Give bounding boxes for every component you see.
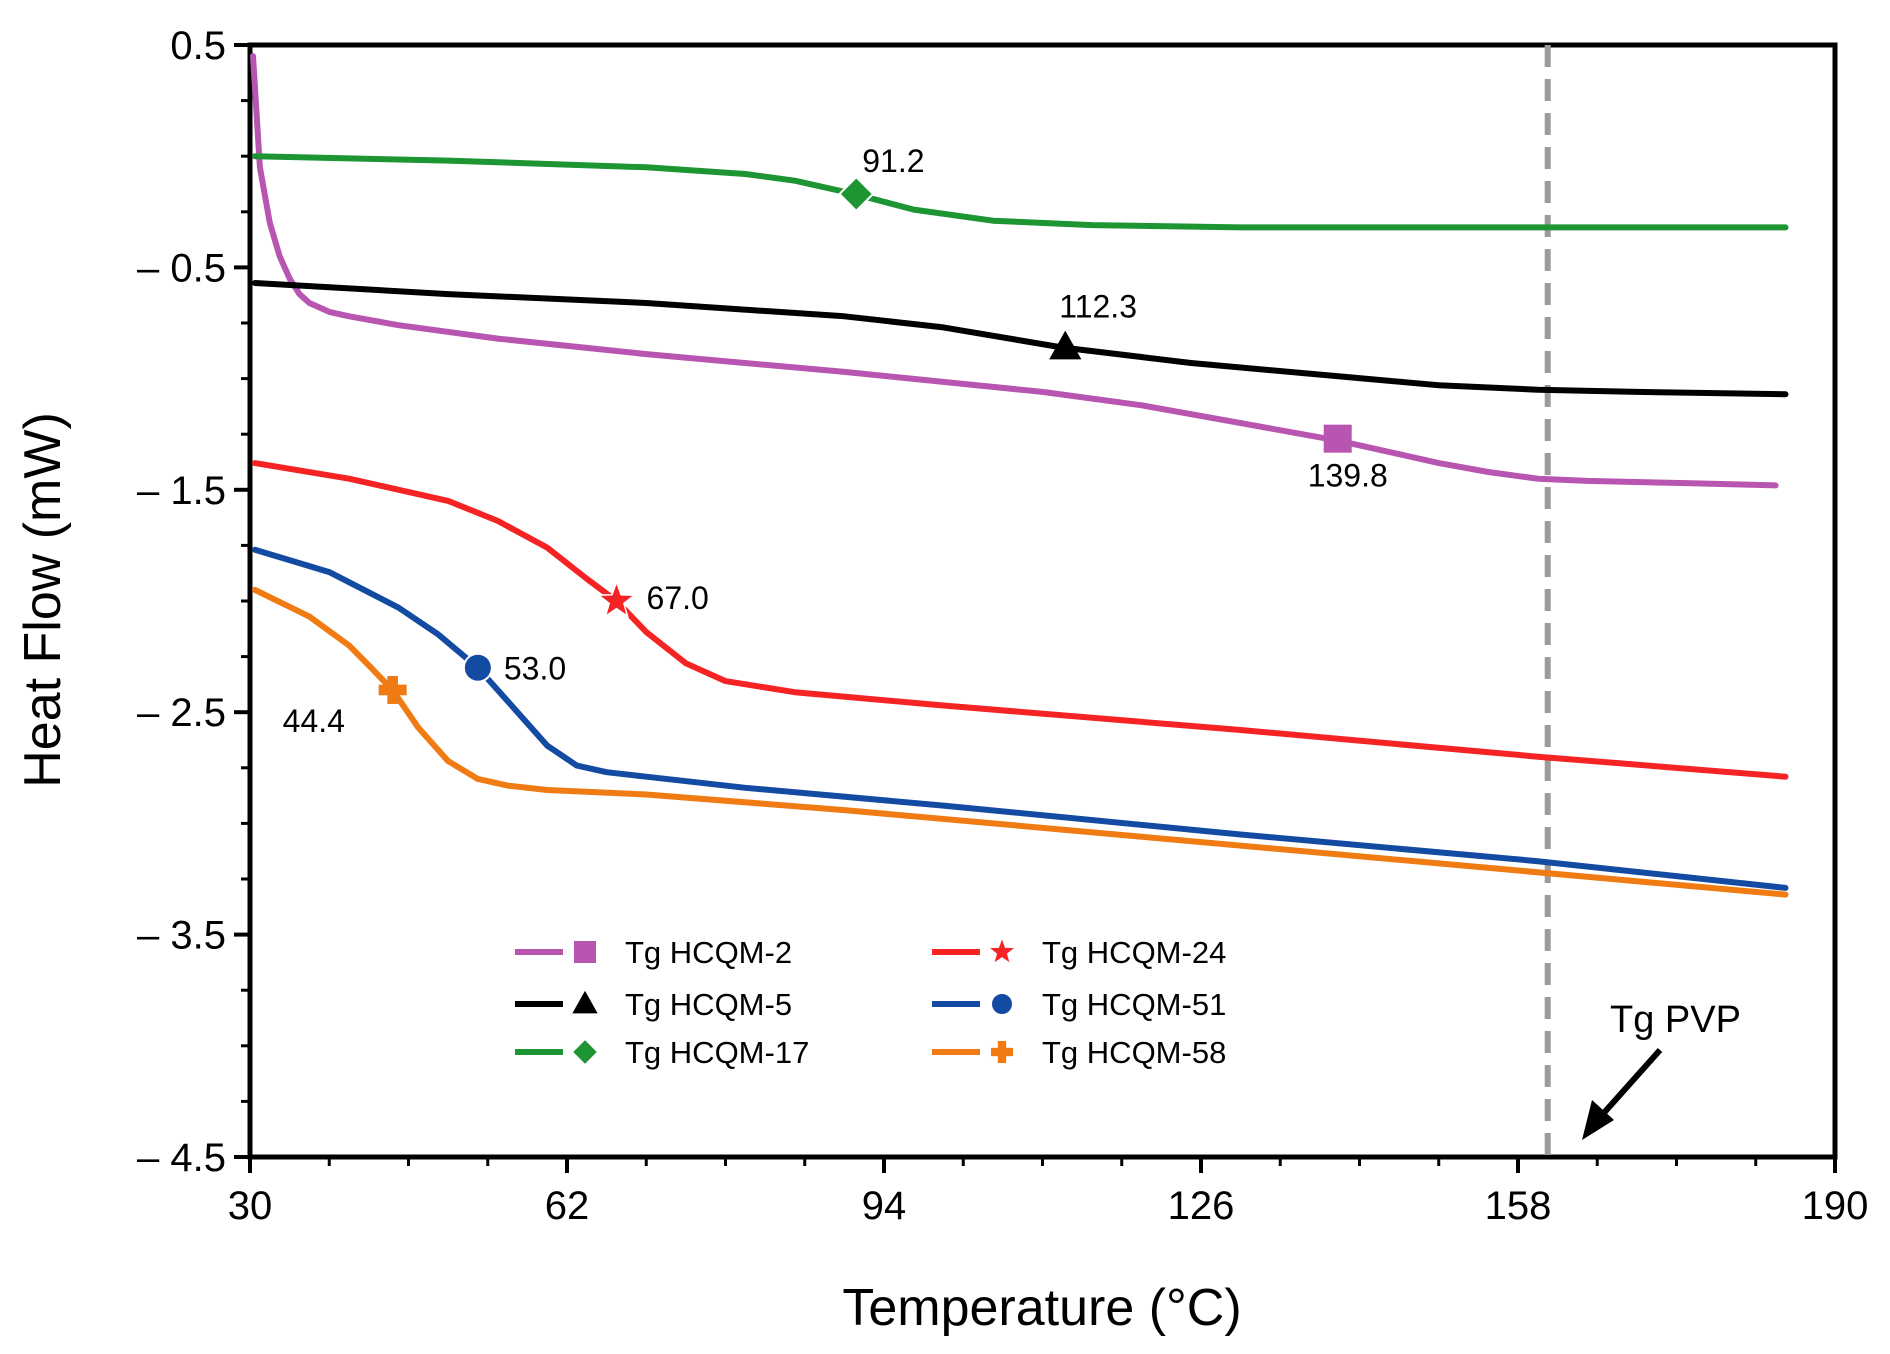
legend-label: Tg HCQM-5 <box>625 987 792 1022</box>
x-tick-label: 62 <box>545 1184 590 1228</box>
y-tick-labels: 0.5 – 0.5 – 1.5 – 2.5 – 3.5 – 4.5 <box>137 24 226 1180</box>
x-tick-label: 94 <box>862 1184 907 1228</box>
series-line-tg-hcqm-58 <box>252 586 1789 898</box>
tg-marker-tg-hcqm-5 <box>1049 330 1082 360</box>
series-line-tg-hcqm-24 <box>252 460 1789 780</box>
tg-label-tg-hcqm-24: 67.0 <box>647 580 709 616</box>
tg-marker-tg-hcqm-24 <box>596 579 637 619</box>
tg-label-tg-hcqm-17: 91.2 <box>862 143 924 179</box>
tg-marker-tg-hcqm-51 <box>462 652 493 683</box>
tg-marker-tg-hcqm-17 <box>838 175 875 213</box>
series-line-tg-hcqm-5 <box>252 280 1789 398</box>
legend-entry-tg-hcqm-17: Tg HCQM-17 <box>515 1035 809 1070</box>
y-tick-label: – 0.5 <box>137 246 226 290</box>
legend-label: Tg HCQM-24 <box>1042 935 1226 970</box>
series-line-tg-hcqm-2 <box>250 53 1779 489</box>
y-tick-label: 0.5 <box>170 24 226 68</box>
marker-layer <box>378 175 1352 704</box>
series-line-tg-hcqm-51 <box>252 546 1789 891</box>
legend-marker-tg-hcqm-51 <box>990 992 1014 1016</box>
annotation-layer: 139.8 112.3 91.2 67.0 53.0 44.4 <box>283 143 1388 739</box>
tg-label-tg-hcqm-51: 53.0 <box>504 651 566 687</box>
legend-entry-tg-hcqm-58: Tg HCQM-58 <box>932 1035 1226 1070</box>
legend-entry-tg-hcqm-51: Tg HCQM-51 <box>932 987 1226 1022</box>
vline-label: Tg PVP <box>1610 999 1741 1041</box>
series-line-tg-hcqm-17 <box>252 153 1789 231</box>
legend-label: Tg HCQM-58 <box>1042 1035 1226 1070</box>
x-tick-labels: 30 62 94 126 158 190 <box>228 1184 1869 1228</box>
legend-entry-tg-hcqm-2: Tg HCQM-2 <box>515 935 792 970</box>
series-layer <box>250 53 1789 898</box>
legend-entry-tg-hcqm-5: Tg HCQM-5 <box>515 987 792 1022</box>
tg-marker-tg-hcqm-2 <box>1323 424 1352 453</box>
legend-marker-tg-hcqm-5 <box>572 990 598 1014</box>
legend-label: Tg HCQM-51 <box>1042 987 1226 1022</box>
legend-label: Tg HCQM-17 <box>625 1035 809 1070</box>
legend-marker-tg-hcqm-24 <box>985 934 1019 966</box>
x-tick-label: 190 <box>1802 1184 1869 1228</box>
tg-label-tg-hcqm-58: 44.4 <box>283 703 345 739</box>
x-tick-label: 126 <box>1168 1184 1235 1228</box>
tg-label-tg-hcqm-5: 112.3 <box>1059 288 1137 324</box>
tg-marker-tg-hcqm-58 <box>378 675 407 704</box>
vline-arrow <box>1582 1048 1663 1140</box>
minor-ticks <box>241 99 1758 1166</box>
x-tick-label: 158 <box>1485 1184 1552 1228</box>
y-tick-label: – 2.5 <box>137 691 226 735</box>
y-tick-label: – 3.5 <box>137 914 226 958</box>
y-tick-label: – 4.5 <box>137 1136 226 1180</box>
major-ticks <box>234 43 1837 1173</box>
y-axis-title: Heat Flow (mW) <box>14 412 72 788</box>
legend-entry-tg-hcqm-24: Tg HCQM-24 <box>932 934 1226 970</box>
legend-label: Tg HCQM-2 <box>625 935 792 970</box>
tg-label-tg-hcqm-2: 139.8 <box>1308 458 1388 494</box>
legend: Tg HCQM-2 Tg HCQM-5 Tg HCQM-17 Tg HCQM-24 Tg… <box>515 934 1226 1070</box>
legend-marker-tg-hcqm-17 <box>570 1037 600 1067</box>
legend-marker-tg-hcqm-58 <box>991 1041 1013 1063</box>
y-tick-label: – 1.5 <box>137 469 226 513</box>
x-tick-label: 30 <box>228 1184 273 1228</box>
legend-marker-tg-hcqm-2 <box>574 941 596 963</box>
x-axis-title: Temperature (°C) <box>842 1279 1241 1337</box>
